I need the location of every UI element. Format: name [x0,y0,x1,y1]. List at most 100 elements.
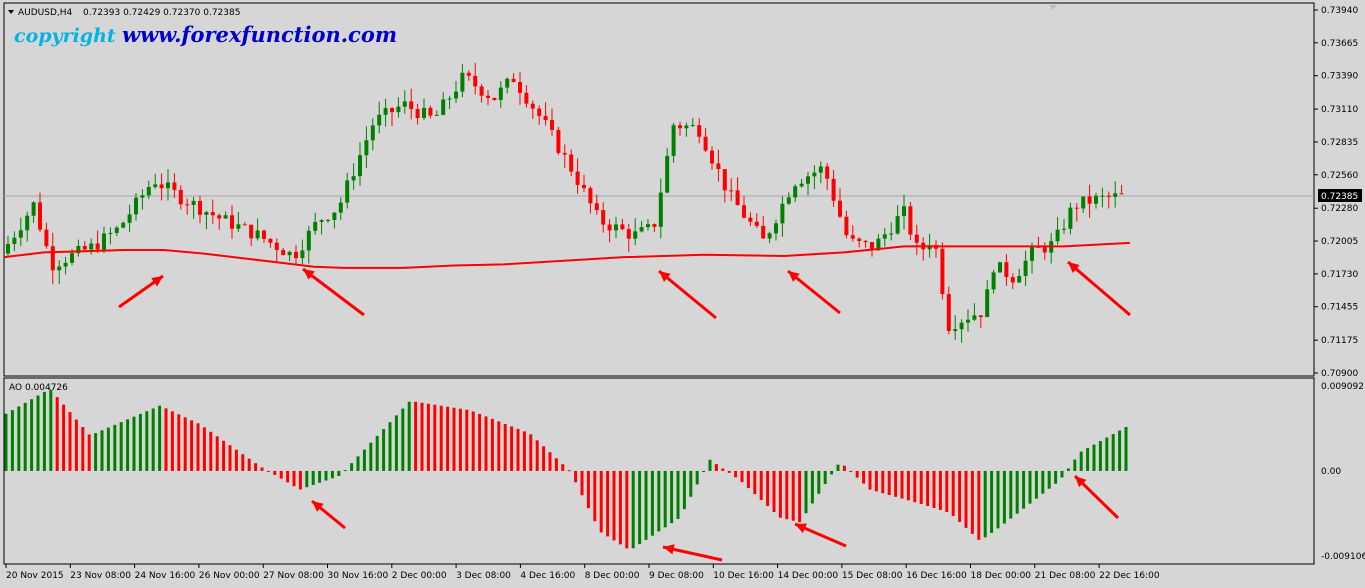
ao-bar [228,445,232,471]
candle-body [582,184,586,189]
candle-body [370,125,375,141]
ao-bar [458,408,462,471]
ao-bar [714,464,718,471]
candle-body [428,107,433,116]
candle-body [447,98,452,100]
ao-bar [996,470,1000,529]
ao-bar [426,403,430,471]
candle-body [479,86,484,96]
candle-body [543,115,548,121]
candle-body [799,183,804,187]
time-tick-label: 8 Dec 00:00 [585,571,640,581]
candle-body [601,210,606,225]
candle-body [326,219,330,221]
ao-bar [862,470,866,484]
ao-bar [766,470,770,507]
ao-bar [113,424,117,471]
ao-bar [817,470,821,494]
candle-body [684,125,689,129]
ao-bar [1047,470,1051,489]
ao-bar [420,402,424,471]
candle-body [671,125,676,156]
ao-bar [337,470,341,477]
candle-body [274,242,279,251]
candle-body [902,206,906,217]
candle-body [492,97,497,100]
candle-body [358,155,362,177]
candle-body [844,216,849,236]
candle-body [121,222,126,228]
ao-bar [478,413,482,471]
ao-bar [1118,430,1122,471]
ao-bar [657,470,661,532]
ao-bar [330,470,334,479]
time-tick-label: 30 Nov 16:00 [328,571,389,581]
time-tick-label: 27 Nov 08:00 [263,571,324,581]
candle-body [1100,195,1105,197]
price-panel[interactable] [3,2,1315,377]
ao-tick-label: 0.00 [1321,467,1341,477]
ao-bar [535,440,539,471]
candle-body [863,240,868,243]
ao-bar [23,402,27,471]
ao-bar [964,470,968,528]
time-tick-label: 26 Nov 00:00 [199,571,260,581]
price-tick-label: 0.73110 [1321,105,1358,115]
ao-bar [30,399,34,471]
candle-body [882,234,887,239]
candle-body [729,190,734,192]
ao-bar [503,423,507,471]
candle-body [1094,195,1098,204]
ao-bar [855,470,859,478]
ao-bar [772,470,776,513]
ao-bar [324,470,328,481]
candle-body [1068,207,1073,229]
ao-bar [190,420,194,471]
candle-body [364,140,369,156]
ao-bar [356,456,360,471]
candle-body [498,87,503,100]
candle-body [876,238,881,251]
candle-body [1017,275,1022,283]
dropdown-triangle-icon[interactable] [8,10,14,14]
time-tick-label: 15 Dec 08:00 [842,571,903,581]
candle-body [710,150,714,164]
ao-bar [446,406,450,471]
time-tick-label: 4 Dec 16:00 [520,571,575,581]
ao-bar [785,470,789,520]
ao-bar [682,470,686,510]
ao-bar [970,470,974,534]
ao-bar [868,470,872,490]
candle-body [748,217,753,222]
ao-bar [919,470,923,505]
ao-bar [266,470,270,472]
ao-bar [183,417,187,471]
ao-bar [1015,470,1019,514]
candle-body [63,262,68,267]
candle-body [1042,247,1047,253]
time-tick-label: 20 Nov 2015 [6,571,64,581]
ao-bar [126,419,130,471]
candle-body [313,221,318,231]
ao-bar [702,470,706,473]
candle-body [236,224,241,229]
candle-body [742,205,746,218]
candle-body [1119,193,1124,195]
candle-body [1023,260,1028,276]
candle-body [1062,228,1066,230]
scroll-marker-icon[interactable] [1049,5,1057,10]
ao-bar [273,470,277,475]
candle-body [268,238,273,243]
ao-bar [1086,448,1090,471]
candle-body [1113,193,1118,197]
ao-bar [318,470,322,483]
ao-bar [298,470,302,490]
candle-body [486,95,490,98]
candle-body [204,212,209,215]
candle-body [1106,195,1111,197]
ao-bar [362,449,366,471]
ao-bar [158,405,162,471]
candle-body [146,186,151,196]
ao-bar [759,470,763,501]
